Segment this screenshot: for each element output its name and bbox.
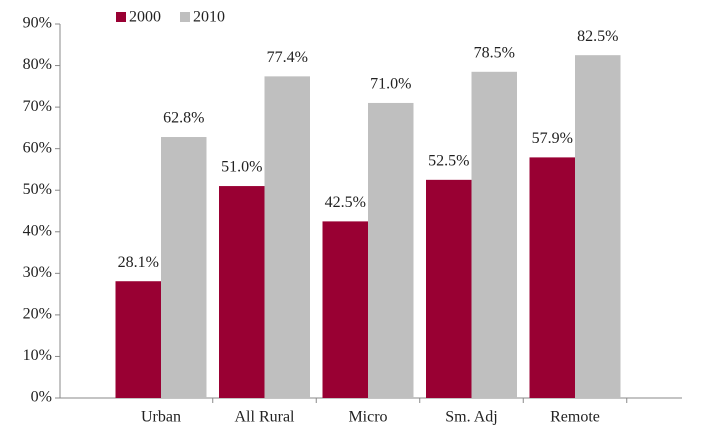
- y-tick-label: 40%: [23, 222, 52, 239]
- data-label: 71.0%: [370, 76, 411, 93]
- data-label: 42.5%: [325, 194, 366, 211]
- bar: [529, 157, 575, 398]
- x-tick-label: Remote: [550, 409, 600, 426]
- y-tick-label: 20%: [23, 306, 52, 323]
- data-label: 51.0%: [221, 159, 262, 176]
- data-label: 82.5%: [577, 28, 618, 45]
- x-tick-label: Sm. Adj: [445, 409, 497, 426]
- legend-swatch: [180, 12, 190, 22]
- bar: [368, 102, 414, 398]
- x-tick-label: All Rural: [235, 409, 296, 426]
- data-label: 52.5%: [428, 153, 469, 170]
- data-label: 62.8%: [163, 110, 204, 127]
- bar: [426, 179, 472, 398]
- data-label: 57.9%: [532, 130, 573, 147]
- y-tick-label: 30%: [23, 264, 52, 281]
- legend-label: 2010: [193, 9, 225, 26]
- y-tick-label: 60%: [23, 139, 52, 156]
- y-tick-label: 10%: [23, 347, 52, 364]
- data-label: 77.4%: [267, 49, 308, 66]
- bar: [264, 76, 310, 399]
- x-tick-label: Urban: [141, 409, 181, 426]
- y-tick-label: 70%: [23, 98, 52, 115]
- data-label: 78.5%: [474, 44, 515, 61]
- bar: [219, 186, 265, 398]
- data-label: 28.1%: [118, 254, 159, 271]
- legend-swatch: [116, 12, 126, 22]
- legend-label: 2000: [129, 9, 161, 26]
- y-tick-label: 0%: [31, 389, 52, 406]
- y-tick-label: 50%: [23, 181, 52, 198]
- bar: [471, 71, 517, 399]
- y-tick-label: 90%: [23, 15, 52, 32]
- bar: [115, 281, 161, 398]
- bar: [322, 221, 368, 398]
- bar: [161, 137, 207, 398]
- x-tick-label: Micro: [348, 409, 387, 426]
- y-tick-label: 80%: [23, 56, 52, 73]
- bar: [575, 55, 621, 399]
